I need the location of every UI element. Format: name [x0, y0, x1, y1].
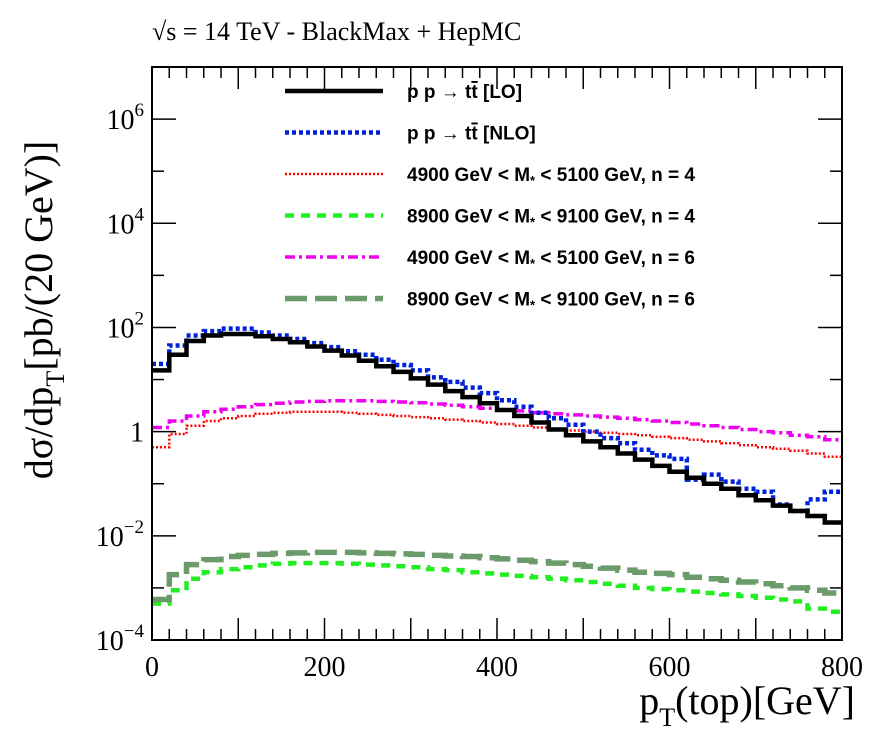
legend: p p → tt [LO] p p → tt [NLO] 4900 GeV < M*…: [285, 82, 695, 313]
legend-label: 4900 GeV < M* < 5100 GeV, n = 4: [407, 165, 695, 188]
legend-label: p p → tt [LO]: [407, 82, 522, 103]
y-tick-label: 106: [107, 100, 145, 136]
plot-series: [152, 326, 842, 614]
series-line: [152, 331, 842, 525]
y-tick-label: 10−2: [96, 517, 144, 553]
series-line: [152, 549, 842, 603]
plot-axes: 0 200 400 600 800 10−4 10−2 1 102 104 106: [96, 66, 863, 683]
y-tick-label: 10−4: [96, 621, 145, 657]
x-tick-label: 0: [145, 652, 159, 683]
series-line: [152, 560, 842, 614]
y-tick-label: 1: [130, 418, 144, 449]
y-tick-label: 104: [107, 204, 145, 240]
y-tick-label: 102: [107, 308, 145, 344]
x-tick-label: 400: [476, 652, 518, 683]
x-tick-label: 600: [649, 652, 691, 683]
series-line: [152, 326, 842, 514]
x-tick-label: 200: [304, 652, 346, 683]
series-line: [152, 410, 842, 458]
x-tick-label: 800: [821, 652, 863, 683]
legend-label: 8900 GeV < M* < 9100 GeV, n = 4: [407, 207, 695, 230]
legend-label: p p → tt [NLO]: [407, 124, 536, 145]
legend-label: 8900 GeV < M* < 9100 GeV, n = 6: [407, 290, 695, 313]
x-axis-label: pT(top)[GeV]: [639, 678, 855, 732]
chart-title: √s = 14 TeV - BlackMax + HepMC: [152, 17, 521, 46]
series-line: [152, 399, 842, 442]
y-axis-label: dσ/dpT[pb/(20 GeV)]: [16, 141, 70, 480]
plot-frame: [151, 66, 843, 641]
legend-label: 4900 GeV < M* < 5100 GeV, n = 6: [407, 248, 695, 271]
